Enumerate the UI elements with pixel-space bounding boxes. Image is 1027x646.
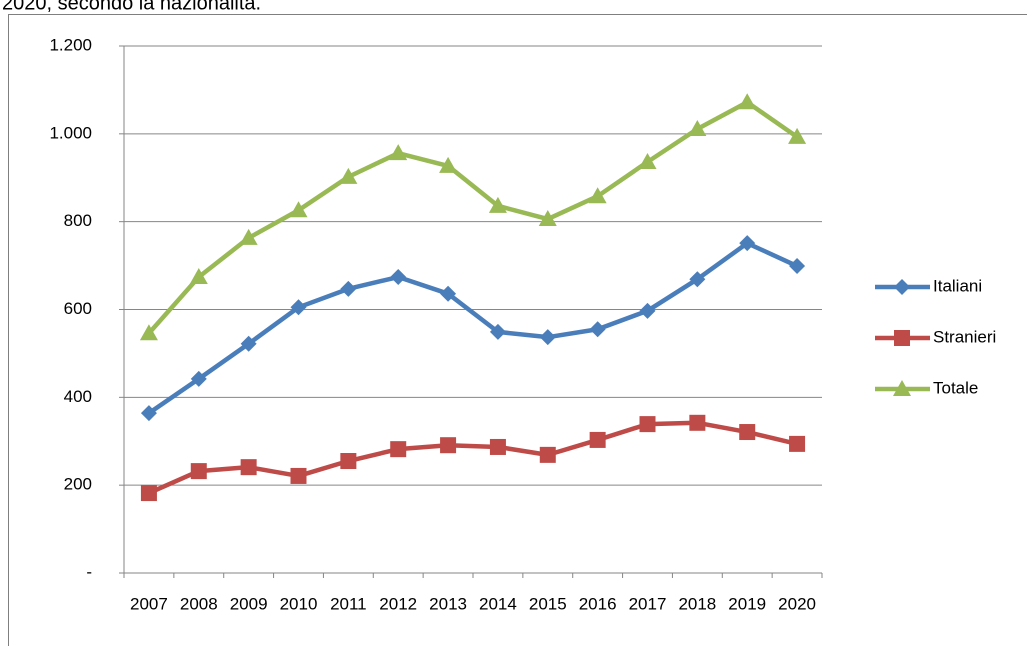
marker <box>440 285 457 302</box>
marker <box>738 93 757 110</box>
marker <box>289 201 308 218</box>
marker <box>639 302 656 319</box>
x-tick-label: 2020 <box>778 594 816 613</box>
y-tick-label: 1.200 <box>49 35 92 54</box>
series-line <box>147 99 799 335</box>
x-tick-label: 2013 <box>429 594 467 613</box>
x-tick-label: 2018 <box>678 594 716 613</box>
legend-label: Italiani <box>933 276 982 295</box>
marker <box>789 435 806 452</box>
marker <box>140 485 157 502</box>
marker <box>339 167 358 184</box>
x-tick-label: 2019 <box>728 594 766 613</box>
marker <box>589 431 606 448</box>
series-line <box>147 240 799 415</box>
y-tick-label: 800 <box>64 211 92 230</box>
chart-frame <box>8 14 1027 646</box>
series-line <box>148 420 798 496</box>
marker <box>689 414 706 431</box>
x-tick-label: 2009 <box>230 594 268 613</box>
marker <box>189 268 208 285</box>
marker <box>190 463 207 480</box>
y-tick-label: - <box>86 562 92 581</box>
x-tick-label: 2015 <box>529 594 567 613</box>
x-tick-label: 2014 <box>479 594 517 613</box>
marker <box>239 228 258 245</box>
marker <box>290 467 307 484</box>
y-tick-label: 1.000 <box>49 123 92 142</box>
marker <box>789 258 806 275</box>
marker <box>539 446 556 463</box>
x-tick-label: 2007 <box>130 594 168 613</box>
marker <box>539 329 556 346</box>
marker <box>739 424 756 441</box>
marker <box>340 453 357 470</box>
marker <box>140 405 157 422</box>
marker <box>639 416 656 433</box>
marker <box>894 330 910 346</box>
marker <box>390 269 407 286</box>
y-tick-label: 600 <box>64 299 92 318</box>
x-tick-label: 2011 <box>330 594 367 613</box>
marker <box>390 441 407 458</box>
chart-title: 2020, secondo la nazionalità. <box>2 0 261 14</box>
marker <box>688 120 707 137</box>
y-tick-label: 200 <box>64 475 92 494</box>
marker <box>139 324 158 341</box>
marker <box>894 279 910 295</box>
marker <box>739 235 756 252</box>
marker <box>440 437 457 454</box>
marker <box>439 156 458 173</box>
marker <box>638 152 657 169</box>
marker <box>893 380 911 396</box>
marker <box>788 127 807 144</box>
x-tick-label: 2017 <box>629 594 667 613</box>
marker <box>489 323 506 340</box>
y-tick-label: 400 <box>64 387 92 406</box>
x-tick-label: 2010 <box>280 594 318 613</box>
marker <box>689 271 706 288</box>
marker <box>588 187 607 204</box>
marker <box>589 321 606 338</box>
x-tick-label: 2016 <box>579 594 617 613</box>
marker <box>240 335 257 352</box>
x-tick-label: 2012 <box>379 594 417 613</box>
marker <box>340 280 357 297</box>
x-tick-label: 2008 <box>180 594 218 613</box>
marker <box>240 459 257 476</box>
marker <box>190 370 207 387</box>
marker <box>290 299 307 316</box>
marker <box>488 196 507 213</box>
marker <box>489 438 506 455</box>
legend-label: Stranieri <box>933 327 996 346</box>
marker <box>389 144 408 161</box>
marker <box>538 210 557 227</box>
legend-label: Totale <box>933 378 978 397</box>
